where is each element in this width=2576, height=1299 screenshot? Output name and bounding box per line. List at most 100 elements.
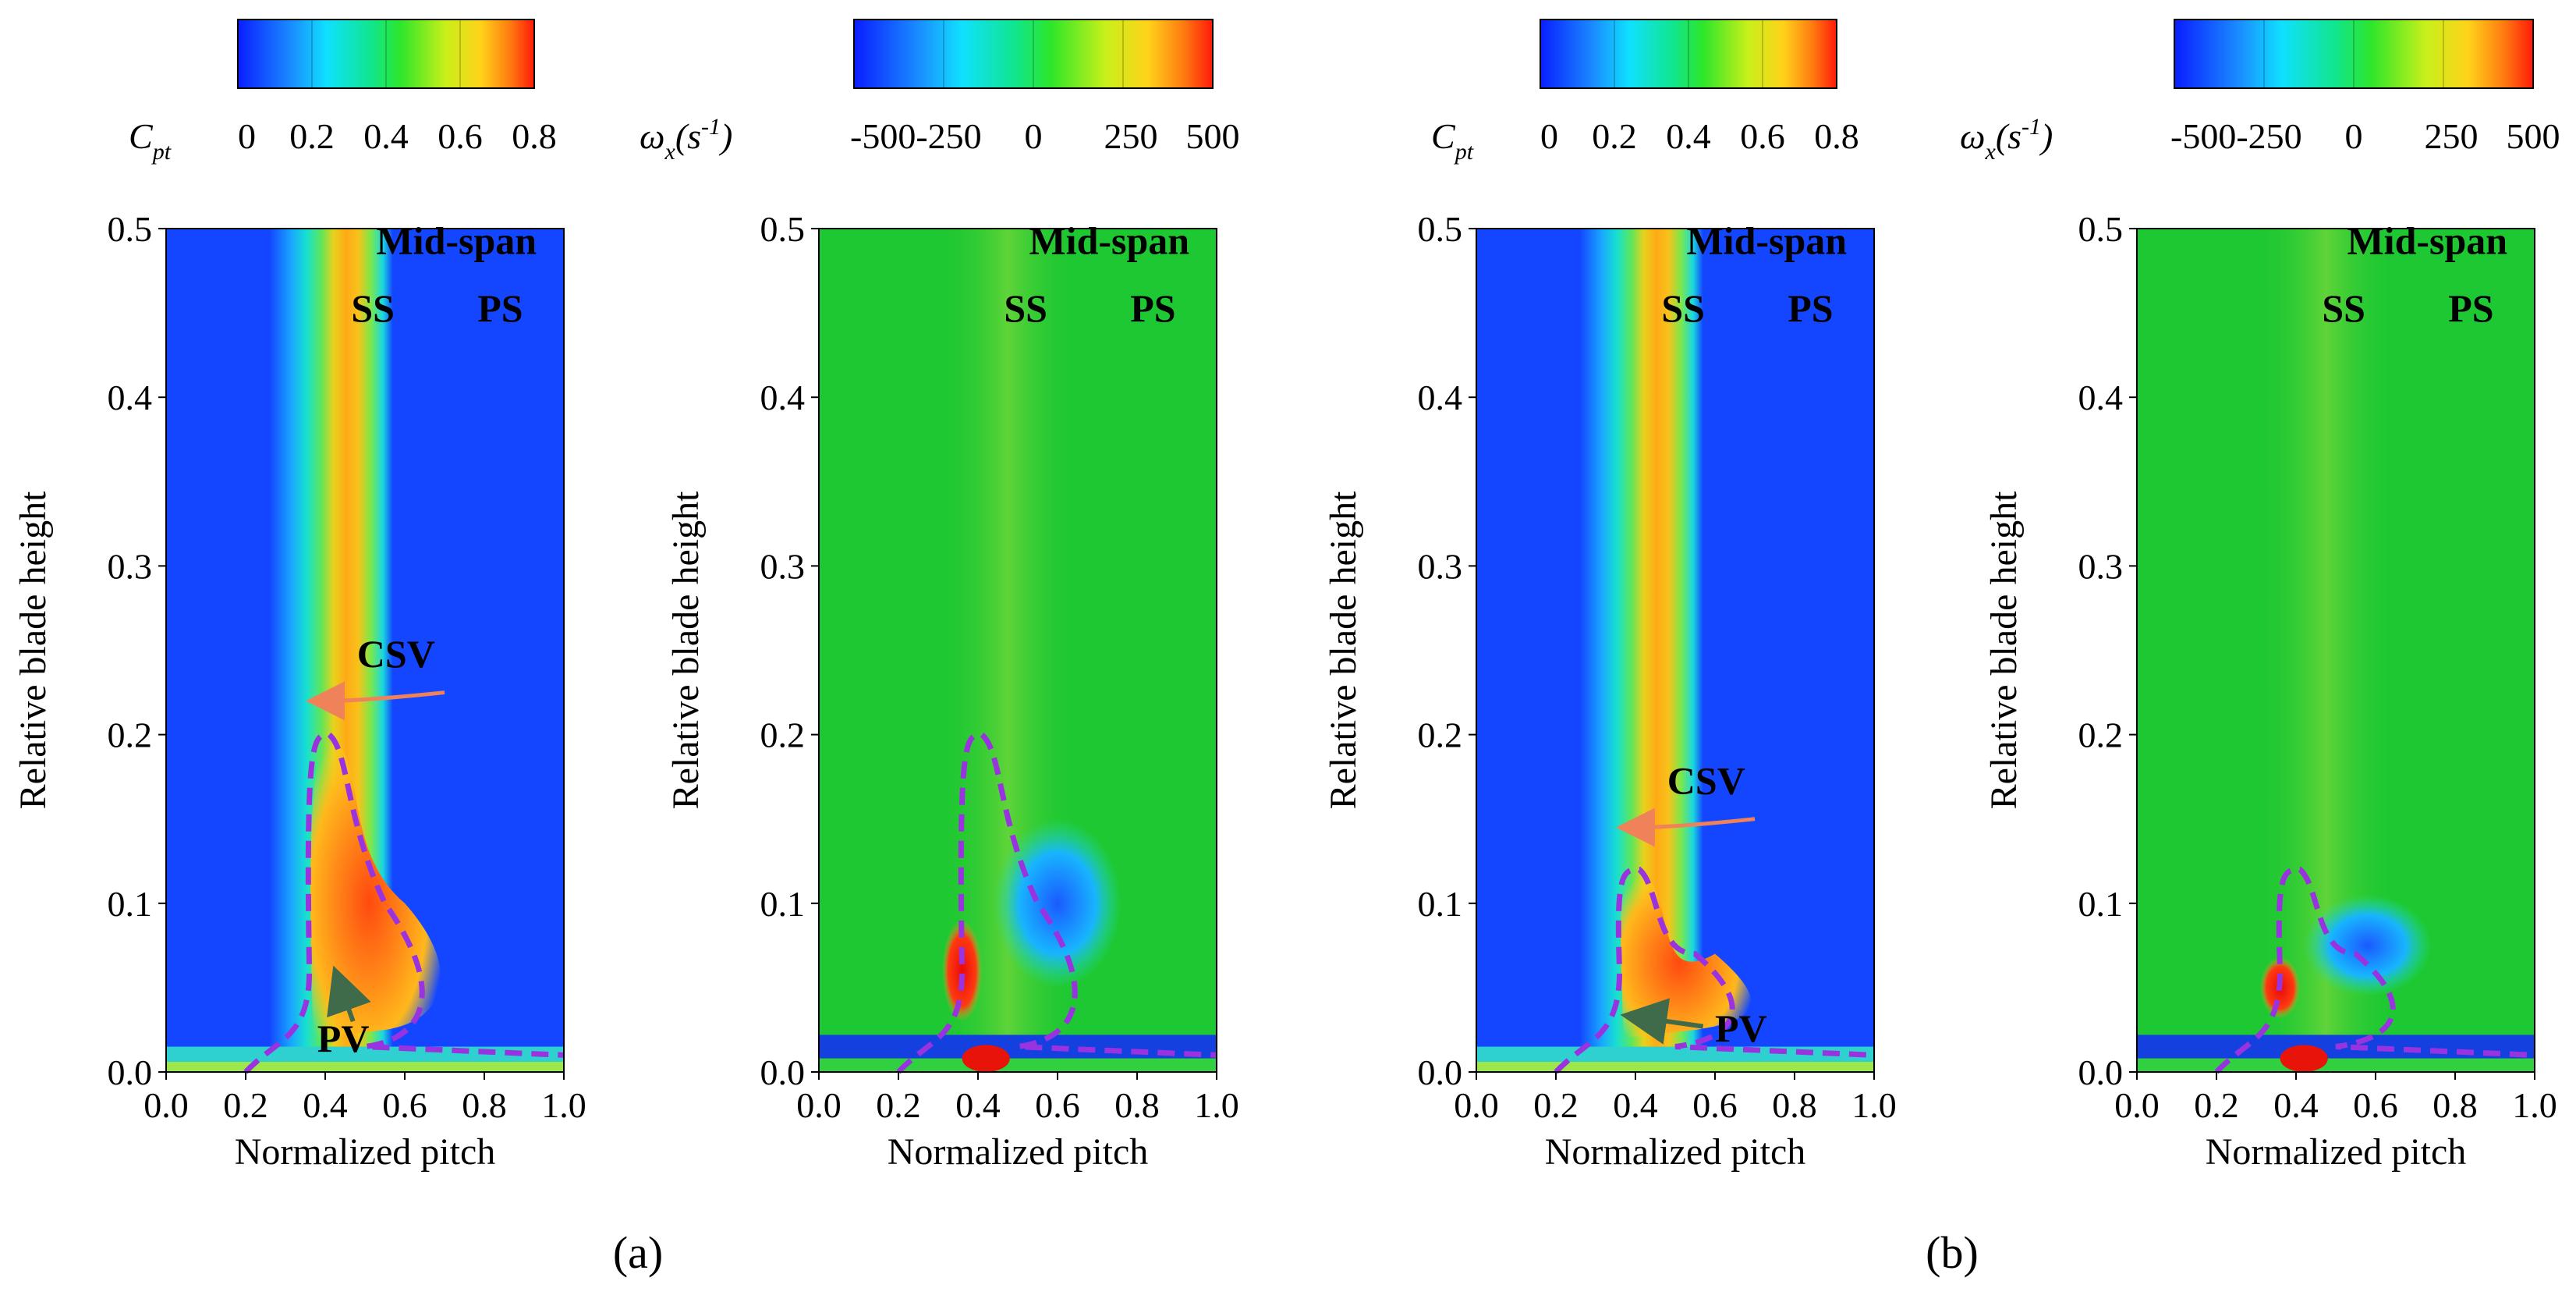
wall-red-core <box>962 1045 1010 1072</box>
colorbar-3: Cpt 0 0.2 0.4 0.6 0.8 <box>1431 19 1859 165</box>
wall-red-core <box>2280 1045 2328 1072</box>
x-tick-label: 0.2 <box>876 1085 921 1125</box>
negative-vortex <box>994 818 1121 988</box>
y-tick-label: 0.0 <box>2078 1052 2124 1092</box>
plot-frame <box>165 228 565 1073</box>
plot-frame <box>818 228 1217 1073</box>
y-tick-label: 0.2 <box>1418 715 1463 755</box>
x-tick-label: 0.4 <box>1613 1085 1658 1125</box>
y-tick-label: 0.5 <box>108 209 153 249</box>
vortex-boundary-contour <box>243 732 565 1074</box>
vortex-boundary-contour <box>1554 867 1875 1074</box>
colorbar-tick-label: 0.2 <box>289 116 335 156</box>
heatmap-panel-b-cpt: 0.0 0.1 0.2 0.3 0.4 0.5 0.0 0.2 0.4 0.6 0.8 1.0 Norm… <box>1323 209 1897 1173</box>
ps-label: PS <box>1788 286 1833 330</box>
colorbar-tick-label: 0.4 <box>1666 116 1711 156</box>
pv-label: PV <box>1715 1006 1767 1050</box>
cpt-symbol: C <box>129 116 154 156</box>
x-tick-label: 0.2 <box>223 1085 268 1125</box>
y-tick-label: 0.1 <box>2078 884 2124 924</box>
colorbar-tick-label: 0.8 <box>1814 116 1859 156</box>
y-tick-label: 0.4 <box>108 378 153 417</box>
mid-span-label: Mid-span <box>1686 218 1847 262</box>
x-axis-label: Normalized pitch <box>888 1131 1149 1173</box>
y-tick-label: 0.0 <box>108 1052 153 1092</box>
unit-open: (s <box>675 116 701 156</box>
endwall-edge <box>166 1062 564 1072</box>
unit-open: (s <box>1996 116 2021 156</box>
ss-label: SS <box>351 286 395 330</box>
unit-superscript: -1 <box>701 114 721 140</box>
x-tick-label: 0.4 <box>303 1085 348 1125</box>
vortex-boundary-contour <box>2214 867 2535 1074</box>
plot-frame <box>1476 228 1875 1073</box>
colorbar-2: ωx(s-1) -500-250 0 250 500 <box>640 19 1240 165</box>
cpt-symbol: C <box>1431 116 1456 156</box>
colorbar-tick-label: 500 <box>1186 116 1240 156</box>
x-tick-label: 0.6 <box>382 1085 427 1125</box>
y-tick-label: 0.5 <box>2078 209 2124 249</box>
unit-close: ) <box>718 116 732 156</box>
csv-label: CSV <box>357 632 435 676</box>
x-tick-label: 0.8 <box>1772 1085 1817 1125</box>
y-axis-label: Relative blade height <box>665 491 707 810</box>
csv-label: CSV <box>1667 758 1745 802</box>
mid-span-label: Mid-span <box>1029 218 1189 262</box>
x-tick-label: 0.6 <box>1692 1085 1738 1125</box>
cpt-subscript: pt <box>151 139 172 165</box>
ss-label: SS <box>2322 286 2365 330</box>
x-tick-label: 0.4 <box>955 1085 1001 1125</box>
x-tick-label: 1.0 <box>541 1085 586 1125</box>
csv-arrow <box>306 681 445 721</box>
positive-vortex <box>942 920 983 1022</box>
y-tick-label: 0.0 <box>1418 1052 1463 1092</box>
y-tick-label: 0.2 <box>760 715 806 755</box>
heatmap-panel-a-vort: 0.0 0.1 0.2 0.3 0.4 0.5 0.0 0.2 0.4 0.6 0.8 1.0 Norm… <box>665 209 1239 1173</box>
colorbar-tick-label: 0 <box>238 116 256 156</box>
y-tick-label: 0.3 <box>1418 546 1463 586</box>
x-tick-label: 0.2 <box>1533 1085 1579 1125</box>
x-axis-label: Normalized pitch <box>2206 1131 2467 1173</box>
colorbar-tick-label: 250 <box>2425 116 2479 156</box>
unit-close: ) <box>2039 116 2053 156</box>
y-tick-label: 0.3 <box>2078 546 2124 586</box>
cpt-subscript: pt <box>1454 139 1474 165</box>
omega-symbol: ω <box>640 116 664 156</box>
mid-span-label: Mid-span <box>376 218 537 262</box>
subfigure-label-b: (b) <box>1926 1227 1979 1278</box>
y-tick-label: 0.0 <box>760 1052 806 1092</box>
subfigure-label-a: (a) <box>613 1227 663 1278</box>
x-tick-label: 0.8 <box>462 1085 507 1125</box>
colorbar-tick-label-negative: -500-250 <box>850 116 982 156</box>
colorbar-tick-label: 250 <box>1104 116 1158 156</box>
y-tick-label: 0.3 <box>760 546 806 586</box>
x-tick-label: 1.0 <box>1194 1085 1239 1125</box>
plot-frame <box>2136 228 2535 1073</box>
negative-vortex <box>2304 894 2432 996</box>
endwall-green <box>2137 1058 2535 1072</box>
endwall-blue-band <box>819 1035 1217 1059</box>
y-axis-label: Relative blade height <box>1983 491 2025 810</box>
x-tick-label: 0.0 <box>1454 1085 1499 1125</box>
x-tick-label: 0.6 <box>1035 1085 1080 1125</box>
colorbar-tick-label: 0.8 <box>512 116 557 156</box>
x-tick-label: 0.2 <box>2194 1085 2239 1125</box>
y-tick-label: 0.4 <box>1418 378 1463 417</box>
x-tick-label: 1.0 <box>1851 1085 1897 1125</box>
colorbar-tick-label: 0.2 <box>1592 116 1637 156</box>
omega-symbol: ω <box>1960 116 1985 156</box>
x-axis-label: Normalized pitch <box>1545 1131 1806 1173</box>
heatmap-panel-b-vort: 0.0 0.1 0.2 0.3 0.4 0.5 0.0 0.2 0.4 0.6 0.8 1.0 Norm… <box>1983 209 2557 1173</box>
ps-label: PS <box>2448 286 2493 330</box>
x-tick-label: 1.0 <box>2512 1085 2557 1125</box>
x-tick-label: 0.6 <box>2353 1085 2398 1125</box>
y-tick-label: 0.1 <box>760 884 806 924</box>
ps-label: PS <box>477 286 523 330</box>
heatmap-panel-a-cpt: 0.0 0.1 0.2 0.3 0.4 0.5 0.0 0.2 0.4 0.6 0.8 1.0 Norm… <box>12 209 586 1173</box>
x-tick-label: 0.0 <box>144 1085 189 1125</box>
colorbar-4: ωx(s-1) -500-250 0 250 500 <box>1960 19 2560 165</box>
colorbar-gradient <box>237 19 535 89</box>
y-axis-label: Relative blade height <box>1323 491 1364 810</box>
y-tick-label: 0.1 <box>108 884 153 924</box>
